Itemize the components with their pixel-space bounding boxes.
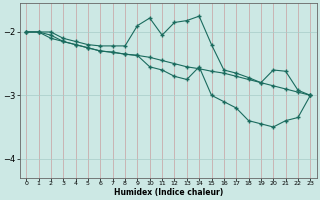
X-axis label: Humidex (Indice chaleur): Humidex (Indice chaleur) <box>114 188 223 197</box>
